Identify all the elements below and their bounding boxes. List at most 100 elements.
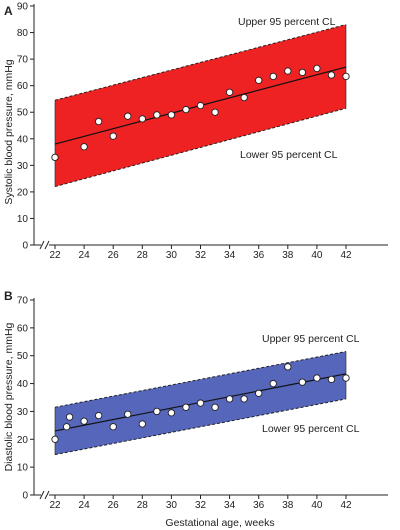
axis-break-mark bbox=[39, 490, 45, 500]
y-tick-label: 0 bbox=[22, 491, 28, 502]
x-tick-label: 24 bbox=[79, 250, 91, 261]
data-point bbox=[153, 407, 161, 416]
x-tick-label: 40 bbox=[311, 500, 323, 511]
data-point bbox=[80, 417, 88, 425]
data-point bbox=[124, 410, 132, 418]
y-tick-label: 60 bbox=[17, 81, 29, 92]
x-tick-label: 40 bbox=[311, 250, 323, 261]
data-point bbox=[138, 420, 146, 428]
data-point bbox=[284, 67, 292, 75]
x-axis-title: Gestational age, weeks bbox=[165, 517, 274, 529]
data-point bbox=[109, 423, 117, 431]
x-tick-label: 22 bbox=[49, 250, 61, 261]
panel-letter: B bbox=[4, 289, 13, 303]
axis-break-gap bbox=[41, 492, 49, 498]
data-point bbox=[211, 403, 219, 411]
data-point bbox=[51, 435, 59, 443]
y-tick-label: 50 bbox=[17, 108, 29, 119]
data-point bbox=[255, 76, 263, 85]
axis-break-mark bbox=[44, 240, 50, 250]
data-point bbox=[284, 363, 292, 371]
data-point bbox=[182, 403, 190, 411]
data-point bbox=[196, 399, 205, 407]
data-point bbox=[342, 374, 350, 382]
x-tick-label: 38 bbox=[282, 500, 294, 511]
y-tick-label: 20 bbox=[17, 187, 29, 198]
x-tick-label: 30 bbox=[166, 500, 178, 511]
y-tick-label: 10 bbox=[17, 463, 29, 474]
upper-cl-line bbox=[54, 351, 347, 408]
y-tick-label: 30 bbox=[17, 161, 29, 172]
y-tick-label: 50 bbox=[17, 351, 29, 362]
x-tick-label: 28 bbox=[137, 500, 149, 511]
y-tick-label: 0 bbox=[22, 241, 28, 252]
axis-break-mark bbox=[44, 490, 50, 500]
data-point bbox=[167, 409, 176, 417]
y-tick-label: 30 bbox=[17, 407, 29, 418]
data-point bbox=[342, 72, 350, 81]
upper-cl-label: Upper 95 percent CL bbox=[238, 16, 336, 28]
data-point bbox=[269, 379, 277, 388]
data-point bbox=[313, 374, 321, 382]
data-point bbox=[225, 88, 234, 96]
data-point bbox=[298, 378, 306, 386]
x-tick-label: 42 bbox=[340, 250, 352, 261]
x-tick-label: 26 bbox=[108, 500, 120, 511]
data-point bbox=[51, 153, 59, 162]
y-tick-label: 90 bbox=[17, 2, 29, 13]
x-tick-label: 26 bbox=[108, 250, 120, 261]
data-point bbox=[298, 68, 306, 77]
data-point bbox=[95, 117, 103, 126]
axis-break-gap bbox=[41, 242, 49, 248]
data-point bbox=[327, 71, 336, 79]
x-tick-label: 22 bbox=[49, 500, 61, 511]
data-point bbox=[62, 423, 71, 431]
lower-cl-label: Lower 95 percent CL bbox=[240, 149, 338, 161]
y-axis-title: Systolic blood pressure, mmHg bbox=[3, 59, 15, 204]
x-tick-label: 34 bbox=[224, 500, 236, 511]
data-point bbox=[167, 111, 176, 119]
x-tick-label: 28 bbox=[137, 250, 149, 261]
panel-letter: A bbox=[4, 4, 13, 18]
data-point bbox=[182, 105, 190, 114]
x-tick-label: 30 bbox=[166, 250, 178, 261]
lower-cl-line bbox=[54, 398, 347, 456]
data-point bbox=[240, 93, 248, 102]
x-tick-label: 32 bbox=[195, 500, 207, 511]
x-tick-label: 42 bbox=[340, 500, 352, 511]
x-tick-label: 34 bbox=[224, 250, 236, 261]
x-tick-label: 36 bbox=[253, 250, 265, 261]
lower-cl-line bbox=[54, 107, 347, 188]
lower-cl-label: Lower 95 percent CL bbox=[262, 423, 360, 435]
data-point bbox=[153, 111, 161, 119]
y-tick-label: 70 bbox=[17, 55, 29, 66]
data-point bbox=[313, 64, 321, 73]
data-point bbox=[327, 375, 336, 384]
data-point bbox=[95, 411, 103, 420]
x-tick-label: 24 bbox=[79, 500, 91, 511]
x-tick-label: 38 bbox=[282, 250, 294, 261]
panel-a-systolic: A Systolic blood pressure, mmHg Upper 95… bbox=[3, 2, 388, 261]
data-point bbox=[196, 101, 205, 110]
y-tick-label: 40 bbox=[17, 134, 29, 145]
panel-b-diastolic: B Diastolic blood pressure, mmHg Upper 9… bbox=[3, 289, 388, 529]
y-tick-label: 40 bbox=[17, 379, 29, 390]
axis-break-mark bbox=[39, 240, 45, 250]
data-point bbox=[225, 395, 234, 403]
x-tick-label: 32 bbox=[195, 250, 207, 261]
y-axis-title: Diastolic blood pressure, mmHg bbox=[3, 322, 15, 471]
data-point bbox=[255, 389, 263, 397]
data-point bbox=[240, 395, 248, 403]
data-point bbox=[269, 72, 277, 81]
y-tick-label: 70 bbox=[17, 296, 29, 307]
data-point bbox=[124, 112, 132, 120]
data-point bbox=[211, 108, 219, 116]
y-tick-label: 60 bbox=[17, 323, 29, 334]
upper-cl-line bbox=[54, 24, 347, 101]
upper-cl-label: Upper 95 percent CL bbox=[262, 333, 360, 345]
y-tick-label: 80 bbox=[17, 28, 29, 39]
data-point bbox=[138, 115, 146, 123]
x-tick-label: 36 bbox=[253, 500, 265, 511]
data-point bbox=[65, 413, 74, 421]
